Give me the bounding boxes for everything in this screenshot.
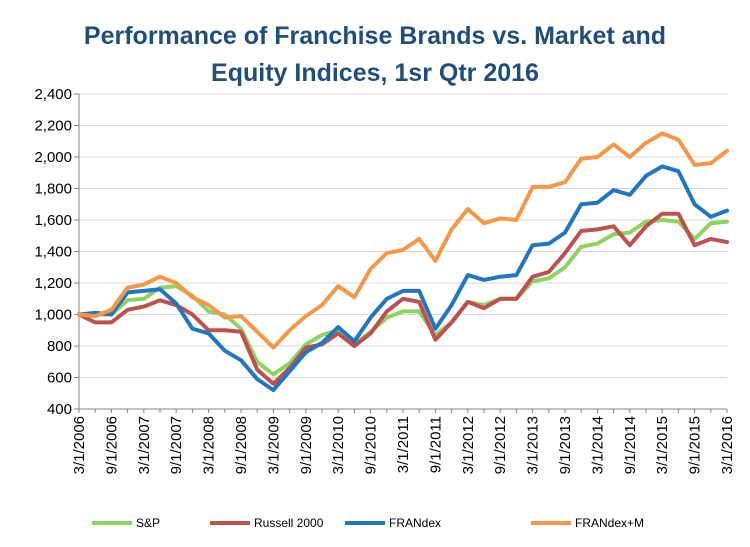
x-tick-label: 3/1/2006 <box>71 416 88 474</box>
legend-label-frandex: FRANdex <box>389 516 441 530</box>
x-tick-label: 3/1/2015 <box>654 416 671 474</box>
x-tick-label: 9/1/2014 <box>622 416 639 474</box>
x-tick-label: 9/1/2013 <box>557 416 574 474</box>
series-line-frandex-m <box>77 131 729 350</box>
y-tick-label: 1,400 <box>34 244 72 261</box>
y-tick-label: 1,000 <box>34 307 72 324</box>
x-tick-label: 3/1/2008 <box>201 416 218 474</box>
x-tick-label: 3/1/2010 <box>330 416 347 474</box>
y-tick-label: 600 <box>47 370 72 387</box>
y-axis-tick-labels: 400 600 800 1,000 1,200 1,400 1,600 1,800 2,000 2… <box>34 86 72 418</box>
x-tick-label: 9/1/2011 <box>427 416 444 473</box>
y-tick-label: 2,400 <box>34 86 72 103</box>
y-tick-label: 400 <box>47 401 72 418</box>
x-tick-label: 9/1/2007 <box>168 416 185 474</box>
y-tick-label: 1,800 <box>34 181 72 198</box>
x-tick-label: 9/1/2008 <box>233 416 250 474</box>
x-tick-label: 3/1/2011 <box>395 416 412 473</box>
legend: S&P Russell 2000 FRANdex FRANdex+M <box>92 516 644 530</box>
x-axis-tick-labels: 3/1/2006 9/1/2006 3/1/2007 9/1/2007 3/1/2008… <box>71 416 736 474</box>
y-tick-label: 2,200 <box>34 118 72 135</box>
x-tick-label: 3/1/2016 <box>719 416 736 474</box>
x-tick-label: 9/1/2015 <box>687 416 704 474</box>
series-line-russell-2000 <box>77 211 729 386</box>
gridlines <box>74 93 727 410</box>
x-tick-label: 3/1/2009 <box>265 416 282 474</box>
x-tick-label: 3/1/2012 <box>460 416 477 474</box>
x-tick-label: 9/1/2006 <box>103 416 120 474</box>
chart-title-line-2: Equity Indices, 1sr Qtr 2016 <box>211 59 539 87</box>
y-tick-label: 1,600 <box>34 212 72 229</box>
y-tick-label: 1,200 <box>34 275 72 292</box>
legend-label-frandex-m: FRANdex+M <box>575 516 644 530</box>
chart-title: Performance of Franchise Brands vs. Mark… <box>0 18 750 92</box>
y-tick-label: 800 <box>47 338 72 355</box>
y-tick-label: 2,000 <box>34 149 72 166</box>
chart-title-line-1: Performance of Franchise Brands vs. Mark… <box>83 22 667 50</box>
series-line-frandex <box>77 164 729 393</box>
axes <box>78 94 728 413</box>
x-tick-label: 9/1/2009 <box>298 416 315 474</box>
x-tick-label: 3/1/2007 <box>136 416 153 474</box>
x-tick-label: 3/1/2014 <box>589 416 606 474</box>
legend-label-russell-2000: Russell 2000 <box>254 516 324 530</box>
series-lines <box>77 131 729 393</box>
x-tick-label: 9/1/2010 <box>363 416 380 474</box>
x-tick-label: 3/1/2013 <box>525 416 542 474</box>
legend-label-s-p: S&P <box>136 516 160 530</box>
x-tick-label: 9/1/2012 <box>492 416 509 474</box>
